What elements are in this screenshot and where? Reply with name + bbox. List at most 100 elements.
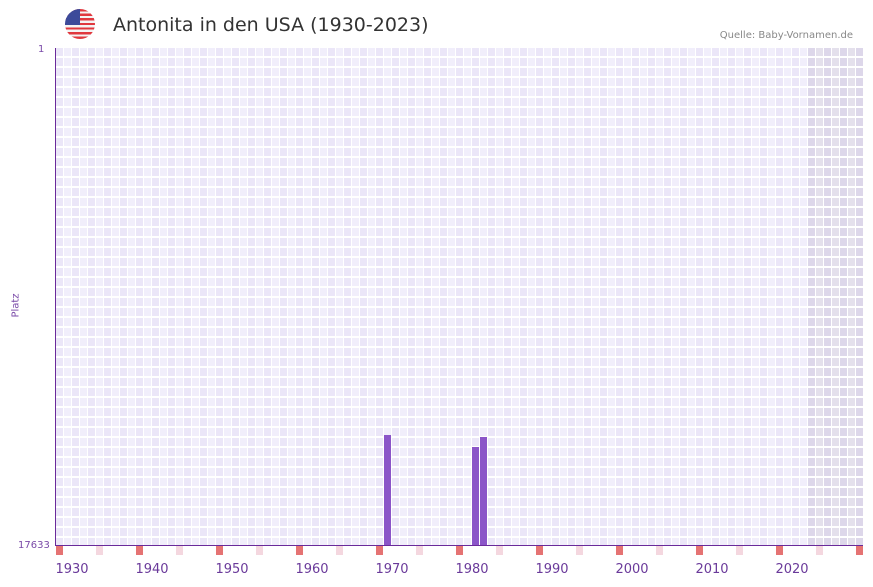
grid-column (192, 48, 199, 546)
grid-column (64, 48, 71, 546)
grid-column (552, 48, 559, 546)
grid-column (408, 48, 415, 546)
grid-column (824, 48, 831, 546)
x-tick-label: 1990 (535, 562, 569, 577)
grid-column (840, 48, 847, 546)
year-marker (616, 546, 623, 555)
grid-column (176, 48, 183, 546)
grid-column (336, 48, 343, 546)
grid-column (208, 48, 215, 546)
grid-column (88, 48, 95, 546)
grid-column (496, 48, 503, 546)
grid-column (696, 48, 703, 546)
grid-column (248, 48, 255, 546)
grid-column (304, 48, 311, 546)
grid-column (360, 48, 367, 546)
x-tick-label: 1970 (375, 562, 409, 577)
year-marker (816, 546, 823, 555)
grid-column (800, 48, 807, 546)
grid-column (528, 48, 535, 546)
year-marker (456, 546, 463, 555)
grid-column (536, 48, 543, 546)
year-marker (136, 546, 143, 555)
grid-column (600, 48, 607, 546)
grid-column (808, 48, 815, 546)
grid-column (736, 48, 743, 546)
grid-column (432, 48, 439, 546)
x-tick-label: 1980 (455, 562, 489, 577)
x-tick-label: 2000 (615, 562, 649, 577)
bar-1980[interactable] (472, 447, 479, 545)
year-marker (96, 546, 103, 555)
grid-column (520, 48, 527, 546)
grid-column (120, 48, 127, 546)
grid-column (744, 48, 751, 546)
year-marker (856, 546, 863, 555)
grid-column (608, 48, 615, 546)
y-tick-bottom: 17633 (18, 540, 50, 551)
grid-column (816, 48, 823, 546)
x-tick-label: 2020 (775, 562, 809, 577)
grid-column (344, 48, 351, 546)
grid-column (576, 48, 583, 546)
grid-column (680, 48, 687, 546)
grid-column (216, 48, 223, 546)
grid-column (280, 48, 287, 546)
y-tick-top: 1 (38, 44, 45, 55)
grid-column (648, 48, 655, 546)
year-marker (56, 546, 63, 555)
grid-column (856, 48, 863, 546)
x-tick-label: 1940 (135, 562, 169, 577)
grid-column (544, 48, 551, 546)
y-axis (55, 48, 56, 546)
grid-column (112, 48, 119, 546)
grid-column (56, 48, 63, 546)
grid-column (256, 48, 263, 546)
x-axis (55, 545, 863, 546)
x-tick-label: 1950 (215, 562, 249, 577)
x-tick-label: 1930 (55, 562, 89, 577)
grid-column (136, 48, 143, 546)
grid-column (288, 48, 295, 546)
grid-column (264, 48, 271, 546)
year-marker (776, 546, 783, 555)
grid-column (488, 48, 495, 546)
grid-column (832, 48, 839, 546)
grid-column (712, 48, 719, 546)
grid-column (752, 48, 759, 546)
grid-column (704, 48, 711, 546)
year-marker (576, 546, 583, 555)
bar-1981[interactable] (480, 436, 487, 545)
grid-column (504, 48, 511, 546)
bar-1969[interactable] (384, 434, 391, 545)
grid-column (400, 48, 407, 546)
grid-column (632, 48, 639, 546)
grid-column (760, 48, 767, 546)
grid-column (416, 48, 423, 546)
grid-column (352, 48, 359, 546)
grid-column (560, 48, 567, 546)
grid-column (784, 48, 791, 546)
year-marker (536, 546, 543, 555)
grid-column (96, 48, 103, 546)
grid-column (512, 48, 519, 546)
grid-column (656, 48, 663, 546)
grid-column (688, 48, 695, 546)
grid-column (776, 48, 783, 546)
year-marker (696, 546, 703, 555)
grid-column (200, 48, 207, 546)
grid-column (232, 48, 239, 546)
y-axis-title: Platz (10, 293, 22, 318)
grid-column (568, 48, 575, 546)
year-marker (416, 546, 423, 555)
grid-column (616, 48, 623, 546)
grid-column (584, 48, 591, 546)
year-marker (296, 546, 303, 555)
year-marker (736, 546, 743, 555)
grid-column (664, 48, 671, 546)
grid-column (792, 48, 799, 546)
grid-column (104, 48, 111, 546)
grid-column (328, 48, 335, 546)
grid-column (296, 48, 303, 546)
plot-area (56, 48, 863, 546)
